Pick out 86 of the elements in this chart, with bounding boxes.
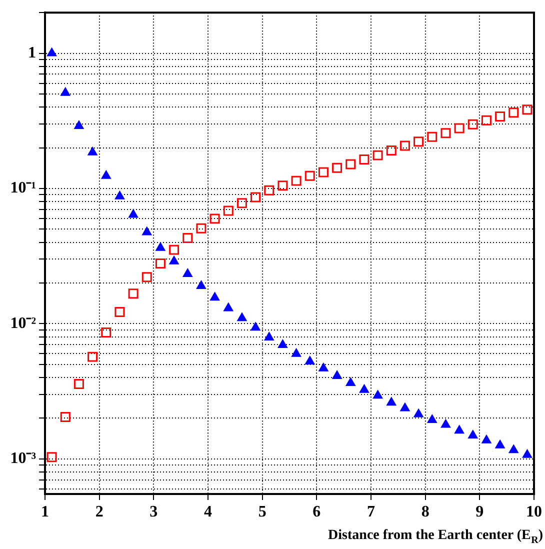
point: [237, 312, 247, 322]
y-tick-label: 10⁻²: [10, 314, 36, 332]
point: [386, 397, 396, 406]
point: [468, 119, 478, 130]
point: [46, 48, 57, 56]
x-tick-label: 1: [41, 504, 49, 521]
point: [128, 288, 138, 299]
x-tick-label: 8: [421, 504, 430, 521]
point: [224, 302, 234, 312]
point: [210, 214, 220, 224]
point: [346, 159, 356, 170]
point: [482, 434, 492, 444]
point: [522, 449, 532, 458]
point: [101, 170, 111, 179]
x-tick-label: 6: [312, 504, 321, 521]
point: [169, 256, 179, 264]
point: [210, 292, 220, 301]
point: [114, 307, 125, 318]
point: [332, 370, 342, 380]
point: [114, 190, 125, 200]
x-tick-label: 9: [476, 504, 484, 521]
point: [278, 340, 288, 348]
point: [74, 120, 84, 129]
point: [101, 328, 112, 338]
point: [60, 87, 70, 96]
point: [305, 356, 315, 365]
point: [46, 452, 57, 462]
y-tick-label: 10⁻³: [10, 450, 36, 468]
point: [454, 425, 464, 434]
x-tick-label: 3: [150, 504, 158, 521]
x-tick-label: 4: [204, 504, 212, 521]
point: [264, 332, 274, 341]
point: [223, 206, 234, 216]
point: [88, 352, 98, 362]
point: [414, 136, 424, 147]
point: [481, 115, 492, 126]
point: [128, 209, 138, 218]
point: [88, 146, 98, 156]
x-tick-label: 10: [526, 504, 542, 521]
point: [318, 167, 328, 178]
y-tick-label: 1: [28, 44, 36, 62]
point: [427, 414, 437, 423]
point: [60, 412, 70, 422]
point: [74, 379, 84, 390]
point: [414, 408, 424, 418]
point: [440, 128, 451, 138]
point: [495, 111, 506, 122]
point: [400, 140, 410, 151]
point: [196, 223, 206, 234]
point: [332, 162, 342, 173]
point: [182, 233, 193, 244]
point: [454, 123, 464, 134]
point: [372, 390, 383, 399]
point: [400, 402, 410, 412]
point: [142, 226, 152, 236]
point: [440, 419, 451, 428]
point: [427, 132, 438, 142]
point: [142, 272, 152, 282]
point: [318, 362, 328, 372]
x-tick-label: 2: [95, 504, 104, 521]
point: [291, 176, 302, 186]
point: [372, 150, 383, 160]
point: [359, 154, 370, 164]
x-tick-label: 7: [367, 504, 375, 521]
x-tick-label: 5: [258, 504, 266, 521]
point: [495, 440, 505, 448]
point: [155, 258, 166, 268]
point: [468, 430, 478, 438]
point: [278, 180, 288, 191]
point: [359, 384, 370, 393]
point: [264, 185, 274, 196]
point: [346, 378, 356, 386]
point: [156, 242, 166, 251]
point: [386, 146, 396, 156]
point: [304, 170, 315, 181]
point: [508, 444, 518, 454]
y-tick-label: 10⁻¹: [10, 180, 36, 197]
point: [250, 322, 260, 331]
point: [508, 108, 519, 118]
point: [169, 244, 180, 255]
point: [291, 348, 302, 357]
point: [236, 198, 247, 208]
point: [182, 268, 192, 278]
point: [196, 280, 206, 290]
point: [522, 104, 532, 115]
point: [250, 192, 261, 202]
